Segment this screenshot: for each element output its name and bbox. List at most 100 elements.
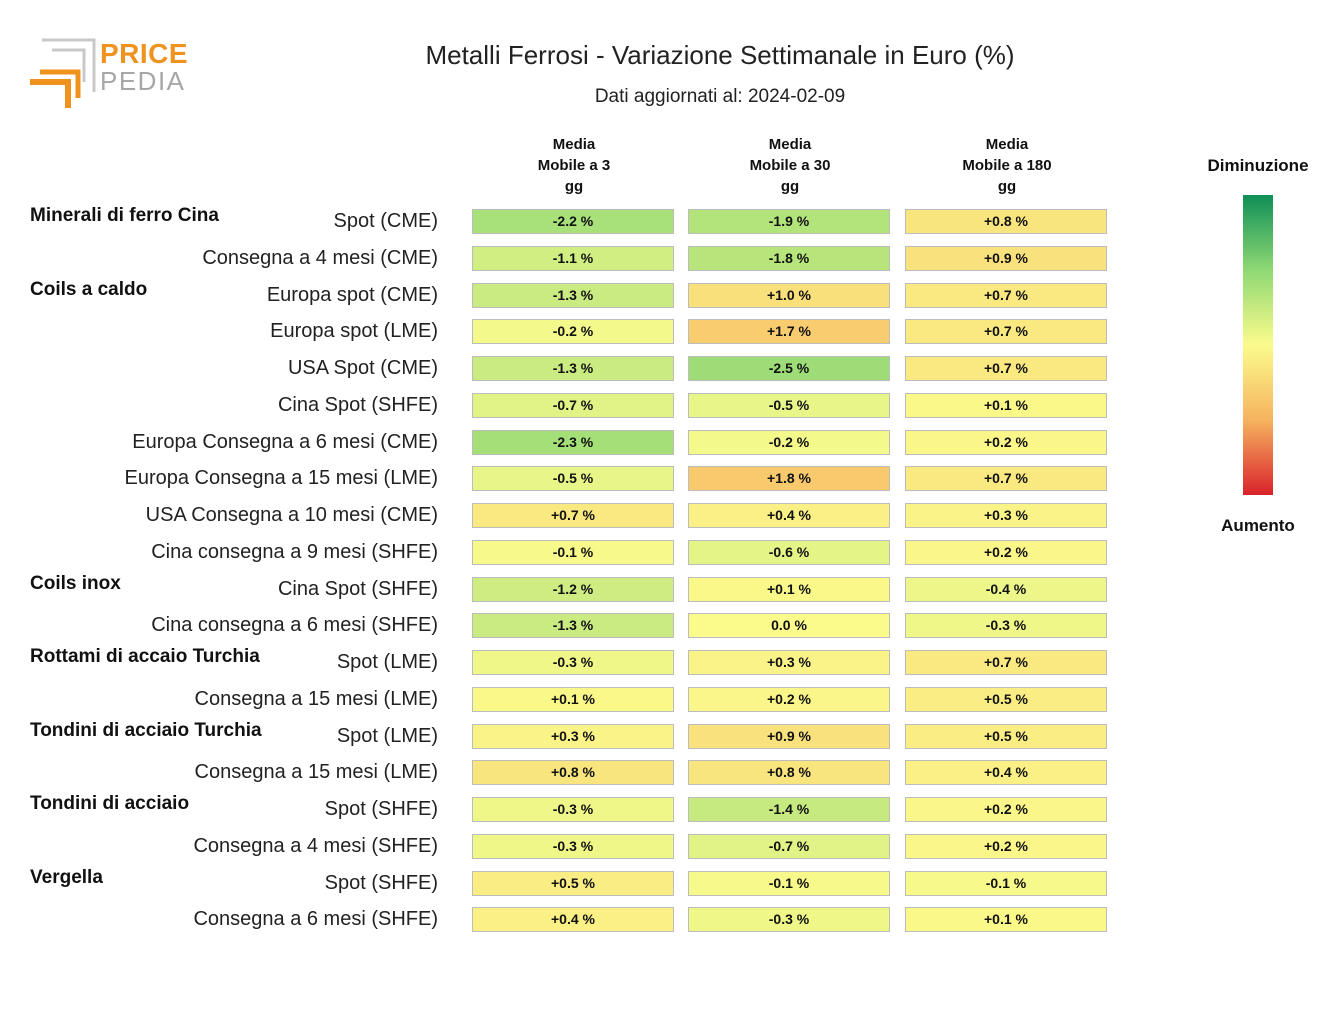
heatmap-cell: -1.9 % [688, 209, 890, 234]
heatmap-cell: +0.1 % [905, 392, 1107, 418]
row-label: Cina Spot (SHFE) [277, 577, 438, 600]
row-label: Europa Consegna a 15 mesi (LME) [124, 467, 439, 490]
column-header-line: Mobile a 180 [962, 157, 1052, 174]
heatmap-cell: +0.9 % [688, 723, 890, 749]
column-header-line: gg [780, 178, 800, 195]
heatmap-cell: -0.1 % [472, 539, 674, 565]
heatmap-cell: -0.5 % [472, 466, 674, 492]
heatmap-cell: -2.5 % [688, 356, 890, 381]
chart-subtitle: Dati aggiornati al: 2024-02-09 [594, 86, 846, 107]
heatmap-cell: +0.4 % [472, 907, 674, 933]
group-label: Tondini di acciaio [30, 793, 190, 814]
heatmap-cell: +0.7 % [905, 356, 1107, 381]
heatmap-cell: -0.1 % [905, 870, 1107, 896]
heatmap-cell: 0.0 % [688, 613, 890, 639]
heatmap-cell: +0.3 % [905, 503, 1107, 528]
column-header-line: Mobile a 3 [537, 157, 611, 174]
heatmap-cell: -0.3 % [472, 833, 674, 859]
column-header: Media Mobile a 3 gg [473, 134, 675, 197]
row-label: Consegna a 15 mesi (LME) [194, 761, 438, 784]
heatmap-cell: -2.3 % [472, 429, 674, 455]
heatmap-cell: +0.4 % [688, 503, 890, 528]
row-label: Consegna a 15 mesi (LME) [194, 687, 438, 710]
heatmap-cell: +0.9 % [905, 245, 1107, 271]
row-label: Spot (SHFE) [324, 798, 438, 820]
heatmap-cell: -1.2 % [472, 576, 674, 602]
heatmap-cell: -0.1 % [688, 870, 890, 896]
heatmap-cell: +0.2 % [905, 429, 1107, 455]
chart-title: Metalli Ferrosi - Variazione Settimanale… [425, 40, 1015, 70]
heatmap-cell: -1.4 % [688, 797, 890, 822]
logo-mark-icon [30, 38, 96, 108]
heatmap-cell: -0.6 % [688, 539, 890, 565]
heatmap-cell: +1.0 % [688, 282, 890, 308]
logo-text-pedia: PEDIA [100, 66, 186, 96]
group-label: Minerali di ferro Cina [30, 205, 219, 226]
heatmap-cell: +0.7 % [905, 650, 1107, 675]
row-label: Cina consegna a 9 mesi (SHFE) [151, 540, 438, 563]
row-label: Cina consegna a 6 mesi (SHFE) [151, 614, 438, 637]
row-label: Spot (SHFE) [324, 871, 438, 894]
heatmap-cell: +0.3 % [472, 723, 674, 749]
heatmap-cell: +0.7 % [472, 503, 674, 528]
column-header-line: Media [552, 136, 596, 153]
legend-bottom-label: Aumento [1221, 516, 1295, 535]
row-label: Europa spot (LME) [270, 320, 438, 343]
column-header-line: gg [564, 178, 584, 195]
heatmap-cell: +0.7 % [905, 466, 1107, 492]
heatmap-cell: -0.5 % [688, 392, 890, 418]
heatmap-cell: -0.4 % [905, 576, 1107, 602]
group-label: Rottami di accaio Turchia [30, 646, 260, 667]
heatmap-cell: +0.1 % [472, 686, 674, 712]
column-header-line: gg [997, 178, 1017, 195]
column-header: Media Mobile a 30 gg [689, 134, 891, 197]
heatmap-cell: +0.2 % [688, 686, 890, 712]
row-label: Spot (LME) [336, 651, 438, 673]
group-label: Vergella [30, 866, 103, 888]
heatmap-cell: -2.2 % [472, 209, 674, 234]
heatmap-cell: -1.3 % [472, 282, 674, 308]
row-label: Spot (CME) [333, 210, 438, 232]
row-label: Consegna a 4 mesi (CME) [202, 246, 438, 269]
heatmap-cell: -0.7 % [472, 392, 674, 418]
heatmap-cell: +0.8 % [905, 209, 1107, 234]
row-label: Spot (LME) [336, 724, 438, 747]
heatmap-cell: -0.7 % [688, 833, 890, 859]
heatmap-cell: +0.2 % [905, 833, 1107, 859]
heatmap-cell: +0.5 % [905, 686, 1107, 712]
heatmap-cell: +0.1 % [905, 907, 1107, 933]
column-header-line: Mobile a 30 [749, 157, 831, 174]
group-label: Coils a caldo [30, 278, 148, 300]
heatmap-cell: +0.2 % [905, 539, 1107, 565]
heatmap-cell: -1.3 % [472, 613, 674, 639]
heatmap-cell: +0.7 % [905, 282, 1107, 308]
heatmap-cell: -0.3 % [472, 797, 674, 822]
heatmap-cell: +0.4 % [905, 760, 1107, 786]
heatmap-cell: +0.7 % [905, 319, 1107, 345]
heatmap-cell: -0.2 % [472, 319, 674, 345]
row-label: Consegna a 4 mesi (SHFE) [193, 834, 438, 857]
heatmap-cell: -0.3 % [688, 907, 890, 933]
heatmap-cell: -1.3 % [472, 356, 674, 381]
logo-text-price: PRICE [100, 38, 189, 69]
legend-color-scale [1243, 195, 1273, 495]
row-label: Europa Consegna a 6 mesi (CME) [132, 430, 438, 453]
pricepedia-logo: PRICE PEDIA [28, 36, 188, 110]
heatmap-cell: +0.1 % [688, 576, 890, 602]
row-label: Europa spot (CME) [266, 283, 438, 306]
heatmap-cell: +0.3 % [688, 650, 890, 675]
heatmap-cell: +0.5 % [905, 723, 1107, 749]
heatmap-cell: -0.3 % [905, 613, 1107, 639]
heatmap-cell: -1.1 % [472, 245, 674, 271]
heatmap-cell: -0.3 % [472, 650, 674, 675]
row-label: USA Spot (CME) [287, 357, 438, 379]
row-label: USA Consegna a 10 mesi (CME) [145, 504, 438, 526]
heatmap-cell: +1.7 % [688, 319, 890, 345]
heatmap-cell: -0.2 % [688, 429, 890, 455]
heatmap-cell: +1.8 % [688, 466, 890, 492]
column-header: Media Mobile a 180 gg [906, 134, 1108, 197]
heatmap-cell: +0.8 % [472, 760, 674, 786]
column-header-line: Media [768, 136, 812, 153]
legend-top-label: Diminuzione [1207, 156, 1309, 175]
group-label: Coils inox [30, 572, 121, 594]
